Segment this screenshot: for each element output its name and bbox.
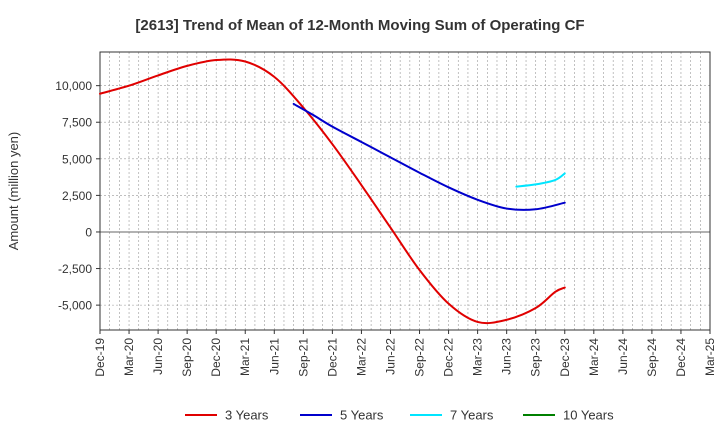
- series-line-5-years: [292, 102, 566, 211]
- x-tick-label: Jun-21: [267, 338, 281, 375]
- x-tick-label: Dec-20: [209, 338, 223, 377]
- series-line-3-years: [99, 58, 566, 325]
- x-tick-label: Mar-21: [238, 338, 252, 376]
- x-tick-label: Mar-25: [703, 338, 717, 376]
- x-tick-label: Sep-21: [296, 338, 310, 377]
- grid-layer: [100, 52, 710, 330]
- y-axis-title: Amount (million yen): [6, 132, 21, 251]
- x-tick-label: Mar-20: [122, 338, 136, 376]
- plot-area: [99, 51, 711, 331]
- x-tick-label: Jun-20: [151, 338, 165, 375]
- x-tick-label: Jun-24: [616, 338, 630, 375]
- y-tick-label: 7,500: [62, 116, 92, 130]
- x-tick-label: Jun-23: [500, 338, 514, 375]
- axis-layer: 10,000 7,500 5,000 2,500 0 -2,500 -5,000 Dec-19…: [55, 79, 717, 377]
- legend: 3 Years 5 Years 7 Years 10 Years: [185, 408, 614, 423]
- y-tick-label: -2,500: [58, 262, 92, 276]
- x-tick-label: Sep-22: [413, 338, 427, 377]
- x-tick-label: Dec-19: [93, 338, 107, 377]
- y-tick-label: -5,000: [58, 299, 92, 313]
- y-tick-label: 10,000: [55, 79, 92, 93]
- x-tick-label: Sep-23: [529, 338, 543, 377]
- x-tick-label: Mar-22: [354, 338, 368, 376]
- legend-label-10-years: 10 Years: [563, 408, 614, 423]
- x-tick-label: Dec-22: [442, 338, 456, 377]
- series-line-7-years: [515, 172, 566, 188]
- x-tick-label: Dec-23: [558, 338, 572, 377]
- legend-label-7-years: 7 Years: [450, 408, 494, 423]
- chart-title: [2613] Trend of Mean of 12-Month Moving …: [135, 17, 584, 34]
- x-tick-label: Sep-20: [180, 338, 194, 377]
- x-tick-label: Mar-24: [587, 338, 601, 376]
- x-tick-label: Mar-23: [471, 338, 485, 376]
- x-tick-label: Sep-24: [645, 338, 659, 377]
- x-tick-label: Jun-22: [383, 338, 397, 375]
- series-layer: [99, 58, 566, 325]
- y-tick-label: 5,000: [62, 152, 92, 166]
- y-tick-label: 2,500: [62, 189, 92, 203]
- legend-label-3-years: 3 Years: [225, 408, 269, 423]
- y-tick-label: 0: [85, 225, 92, 239]
- x-tick-label: Dec-24: [674, 338, 688, 377]
- legend-label-5-years: 5 Years: [340, 408, 384, 423]
- x-tick-label: Dec-21: [325, 338, 339, 377]
